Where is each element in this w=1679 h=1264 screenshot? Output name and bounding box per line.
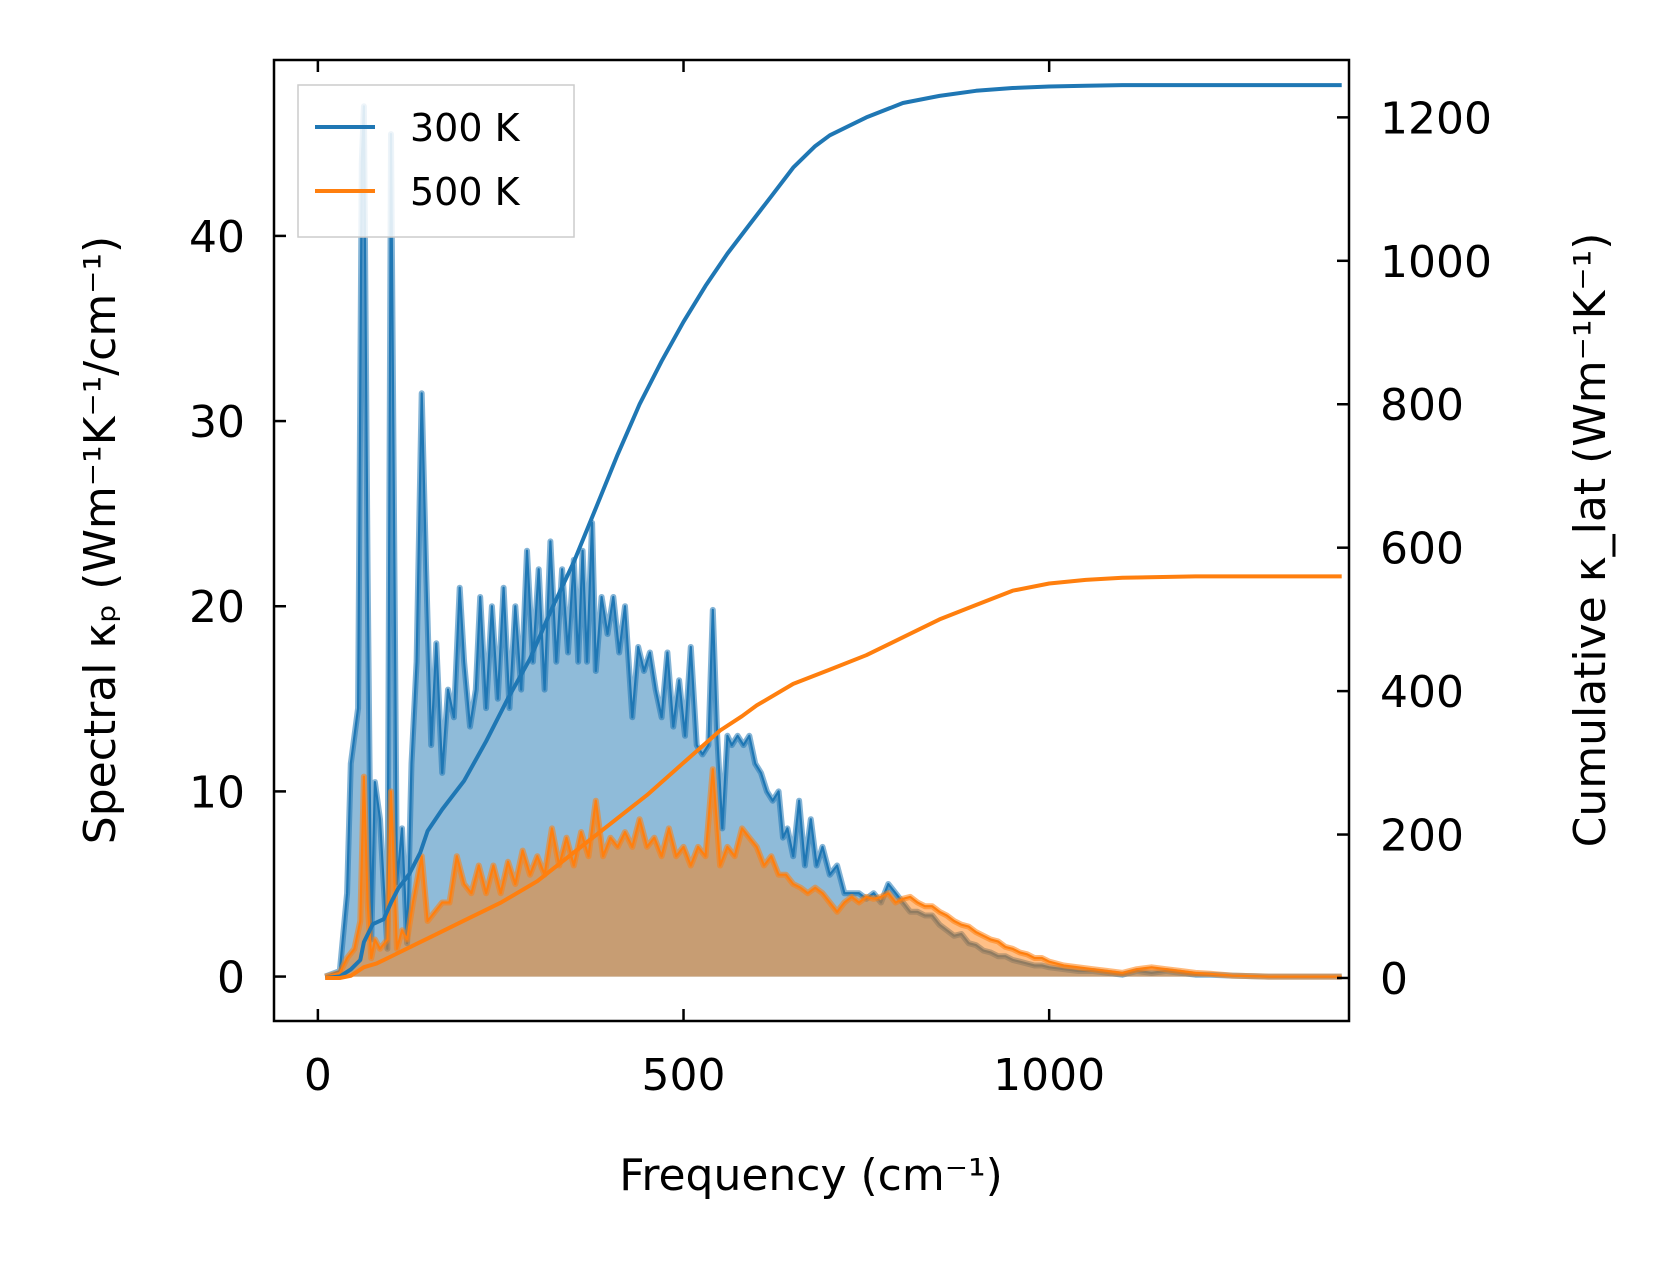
legend: 300 K 500 K (297, 84, 575, 238)
y-right-tick-label: 600 (1380, 524, 1464, 575)
y-left-tick-label: 10 (189, 767, 245, 818)
cumulative-line-500k (325, 574, 1342, 980)
y-left-tick-label: 0 (217, 953, 245, 1004)
cumulative-line-300k (324, 83, 1342, 980)
spectral-area-500k (325, 769, 1342, 977)
legend-box (297, 84, 575, 238)
y-left-tick-label: 40 (189, 212, 245, 263)
x-tick-label: 0 (304, 1050, 332, 1101)
y-right-tick-label: 1000 (1380, 237, 1492, 288)
y-axis-right-label: Cumulative κ_lat (Wm⁻¹K⁻¹) (1565, 233, 1616, 848)
y-right-tick-label: 0 (1380, 954, 1408, 1005)
plot-frame (272, 58, 1351, 1023)
y-right-tick-label: 200 (1380, 811, 1464, 862)
legend-label-300k: 300 K (410, 106, 521, 150)
x-axis-label: Frequency (cm⁻¹) (619, 1150, 1003, 1201)
spectral-area-300k (325, 106, 1342, 977)
series-layer (324, 83, 1342, 980)
y-axis-left-label: Spectral κₚ (Wm⁻¹K⁻¹/cm⁻¹) (75, 236, 126, 844)
y-right-tick-label: 800 (1380, 380, 1464, 431)
x-tick-label: 1000 (993, 1050, 1105, 1101)
spectral-line-500k (324, 768, 1342, 978)
y-right-tick-label: 1200 (1380, 93, 1492, 144)
x-tick-label: 500 (642, 1050, 726, 1101)
y-left-tick-label: 30 (189, 397, 245, 448)
legend-label-500k: 500 K (410, 170, 521, 214)
y-right-tick-label: 400 (1380, 667, 1464, 718)
y-left-tick-label: 20 (189, 582, 245, 633)
